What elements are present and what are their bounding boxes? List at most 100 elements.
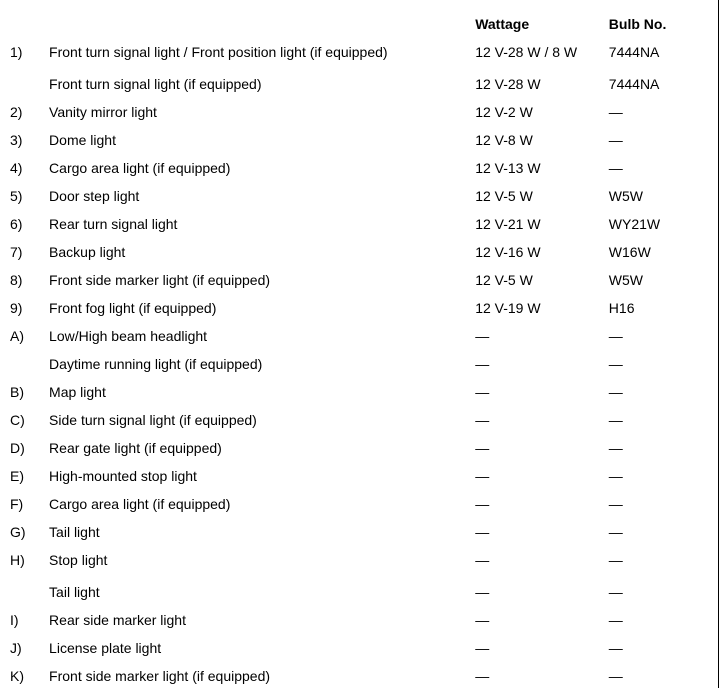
row-wattage: 12 V-13 W xyxy=(471,154,605,182)
row-description: Rear turn signal light xyxy=(45,210,471,238)
row-id: A) xyxy=(10,322,45,350)
row-bulb-no: H16 xyxy=(605,294,710,322)
row-description: Stop light xyxy=(45,546,471,574)
row-id: E) xyxy=(10,462,45,490)
row-id: 7) xyxy=(10,238,45,266)
row-id: H) xyxy=(10,546,45,574)
table-row: 9)Front fog light (if equipped)12 V-19 W… xyxy=(10,294,710,322)
row-wattage: 12 V-28 W / 8 W xyxy=(471,38,605,66)
table-row: 8)Front side marker light (if equipped)1… xyxy=(10,266,710,294)
row-bulb-no: W5W xyxy=(605,266,710,294)
row-wattage: — xyxy=(471,546,605,574)
row-description: Rear gate light (if equipped) xyxy=(45,434,471,462)
table-row: G)Tail light—— xyxy=(10,518,710,546)
table-row: 3)Dome light12 V-8 W— xyxy=(10,126,710,154)
row-id xyxy=(10,574,45,606)
row-id: D) xyxy=(10,434,45,462)
table-row: Tail light—— xyxy=(10,574,710,606)
row-description: Vanity mirror light xyxy=(45,98,471,126)
row-wattage: — xyxy=(471,606,605,634)
row-description: Low/High beam headlight xyxy=(45,322,471,350)
row-bulb-no: — xyxy=(605,606,710,634)
header-blank-desc xyxy=(45,10,471,38)
row-id: 9) xyxy=(10,294,45,322)
row-description: Daytime running light (if equipped) xyxy=(45,350,471,378)
row-description: Rear side marker light xyxy=(45,606,471,634)
row-description: Door step light xyxy=(45,182,471,210)
table-row: 2)Vanity mirror light12 V-2 W— xyxy=(10,98,710,126)
row-wattage: 12 V-21 W xyxy=(471,210,605,238)
table-row: K)Front side marker light (if equipped)—… xyxy=(10,662,710,690)
header-bulb-no: Bulb No. xyxy=(605,10,710,38)
row-id: 5) xyxy=(10,182,45,210)
row-bulb-no: — xyxy=(605,662,710,690)
table-row: Front turn signal light (if equipped)12 … xyxy=(10,66,710,98)
row-wattage: — xyxy=(471,574,605,606)
row-wattage: 12 V-5 W xyxy=(471,266,605,294)
row-description: Front side marker light (if equipped) xyxy=(45,662,471,690)
row-bulb-no: — xyxy=(605,490,710,518)
bulb-spec-table: Wattage Bulb No. 1)Front turn signal lig… xyxy=(10,10,710,690)
row-id: 1) xyxy=(10,38,45,66)
row-wattage: — xyxy=(471,518,605,546)
row-description: Front fog light (if equipped) xyxy=(45,294,471,322)
row-wattage: — xyxy=(471,462,605,490)
row-description: Cargo area light (if equipped) xyxy=(45,154,471,182)
row-wattage: — xyxy=(471,434,605,462)
table-row: H)Stop light—— xyxy=(10,546,710,574)
row-description: Front side marker light (if equipped) xyxy=(45,266,471,294)
row-description: Cargo area light (if equipped) xyxy=(45,490,471,518)
row-wattage: 12 V-28 W xyxy=(471,66,605,98)
row-bulb-no: 7444NA xyxy=(605,66,710,98)
table-row: B)Map light—— xyxy=(10,378,710,406)
table-row: Daytime running light (if equipped)—— xyxy=(10,350,710,378)
table-row: 4)Cargo area light (if equipped)12 V-13 … xyxy=(10,154,710,182)
row-bulb-no: — xyxy=(605,406,710,434)
row-id xyxy=(10,66,45,98)
row-bulb-no: 7444NA xyxy=(605,38,710,66)
row-bulb-no: — xyxy=(605,154,710,182)
table-row: F)Cargo area light (if equipped)—— xyxy=(10,490,710,518)
row-wattage: — xyxy=(471,406,605,434)
row-wattage: 12 V-2 W xyxy=(471,98,605,126)
table-row: 6)Rear turn signal light12 V-21 WWY21W xyxy=(10,210,710,238)
row-wattage: 12 V-16 W xyxy=(471,238,605,266)
row-wattage: — xyxy=(471,662,605,690)
table-body: 1)Front turn signal light / Front positi… xyxy=(10,38,710,690)
row-id: B) xyxy=(10,378,45,406)
row-id: 2) xyxy=(10,98,45,126)
row-bulb-no: — xyxy=(605,634,710,662)
row-wattage: — xyxy=(471,350,605,378)
row-bulb-no: — xyxy=(605,518,710,546)
row-description: Backup light xyxy=(45,238,471,266)
row-description: Tail light xyxy=(45,518,471,546)
table-row: E)High-mounted stop light—— xyxy=(10,462,710,490)
table-header-row: Wattage Bulb No. xyxy=(10,10,710,38)
row-wattage: — xyxy=(471,490,605,518)
table-row: J)License plate light—— xyxy=(10,634,710,662)
row-bulb-no: — xyxy=(605,434,710,462)
row-wattage: 12 V-8 W xyxy=(471,126,605,154)
table-row: C)Side turn signal light (if equipped)—— xyxy=(10,406,710,434)
table-row: A)Low/High beam headlight—— xyxy=(10,322,710,350)
row-bulb-no: — xyxy=(605,126,710,154)
table-row: 5)Door step light12 V-5 WW5W xyxy=(10,182,710,210)
row-id: F) xyxy=(10,490,45,518)
row-description: High-mounted stop light xyxy=(45,462,471,490)
row-id: 3) xyxy=(10,126,45,154)
row-bulb-no: W5W xyxy=(605,182,710,210)
row-wattage: — xyxy=(471,378,605,406)
row-wattage: — xyxy=(471,322,605,350)
row-wattage: 12 V-19 W xyxy=(471,294,605,322)
row-id: 6) xyxy=(10,210,45,238)
row-bulb-no: — xyxy=(605,546,710,574)
row-bulb-no: WY21W xyxy=(605,210,710,238)
row-description: Map light xyxy=(45,378,471,406)
row-id: G) xyxy=(10,518,45,546)
row-id: C) xyxy=(10,406,45,434)
row-id xyxy=(10,350,45,378)
row-bulb-no: — xyxy=(605,98,710,126)
header-wattage: Wattage xyxy=(471,10,605,38)
row-id: K) xyxy=(10,662,45,690)
table-row: I)Rear side marker light—— xyxy=(10,606,710,634)
